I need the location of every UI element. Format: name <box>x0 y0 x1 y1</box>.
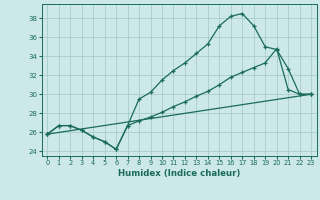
X-axis label: Humidex (Indice chaleur): Humidex (Indice chaleur) <box>118 169 240 178</box>
